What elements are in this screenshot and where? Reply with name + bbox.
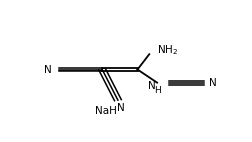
- Text: N: N: [148, 82, 155, 91]
- Text: N: N: [208, 78, 216, 88]
- Text: N: N: [44, 64, 52, 75]
- Text: NaH: NaH: [95, 106, 117, 116]
- Text: NH$_2$: NH$_2$: [156, 43, 178, 57]
- Text: H: H: [153, 86, 160, 95]
- Text: N: N: [116, 103, 124, 113]
